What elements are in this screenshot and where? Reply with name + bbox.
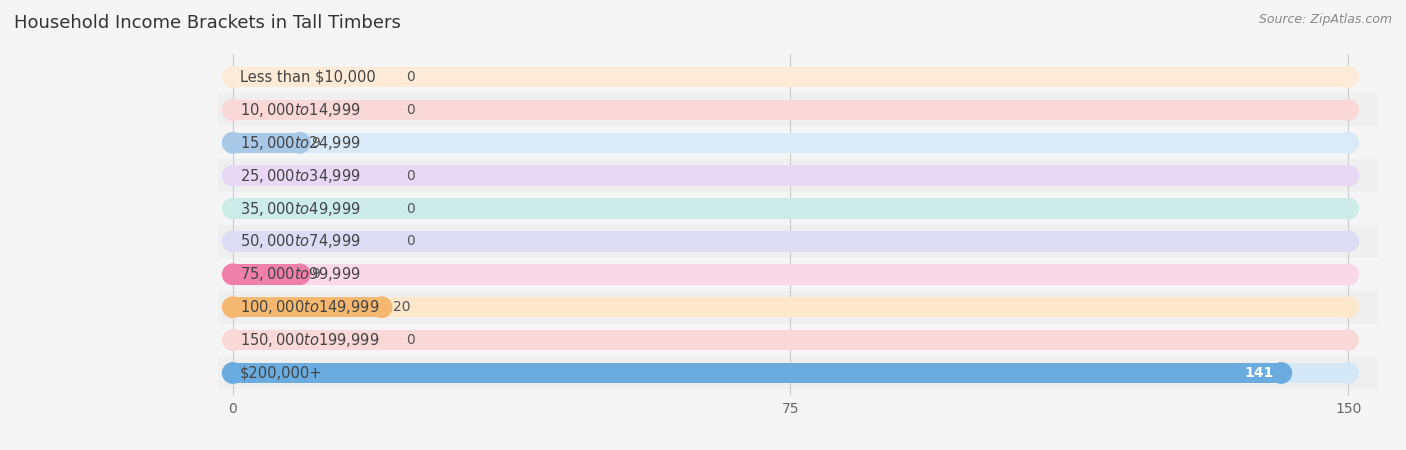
Bar: [218, 159, 1378, 192]
Ellipse shape: [222, 67, 243, 87]
Ellipse shape: [1339, 166, 1358, 186]
Bar: [233, 297, 1348, 317]
Bar: [218, 324, 1378, 356]
Text: 9: 9: [311, 136, 319, 150]
Text: $35,000 to $49,999: $35,000 to $49,999: [240, 199, 361, 217]
Text: Less than $10,000: Less than $10,000: [240, 69, 375, 85]
Bar: [233, 297, 381, 317]
Ellipse shape: [222, 133, 243, 153]
Ellipse shape: [222, 231, 243, 252]
Ellipse shape: [222, 133, 243, 153]
Bar: [218, 291, 1378, 324]
Text: $75,000 to $99,999: $75,000 to $99,999: [240, 266, 361, 284]
Text: $150,000 to $199,999: $150,000 to $199,999: [240, 331, 380, 349]
Ellipse shape: [1339, 133, 1358, 153]
Bar: [218, 61, 1378, 94]
Bar: [233, 231, 1348, 252]
Text: Household Income Brackets in Tall Timbers: Household Income Brackets in Tall Timber…: [14, 14, 401, 32]
Text: 0: 0: [406, 202, 415, 216]
Bar: [218, 225, 1378, 258]
Ellipse shape: [1339, 100, 1358, 120]
Text: 0: 0: [406, 70, 415, 84]
Ellipse shape: [222, 166, 243, 186]
Ellipse shape: [371, 297, 392, 317]
Text: $100,000 to $149,999: $100,000 to $149,999: [240, 298, 380, 316]
Bar: [233, 264, 1348, 284]
Ellipse shape: [222, 330, 243, 350]
Bar: [218, 258, 1378, 291]
Text: 0: 0: [406, 169, 415, 183]
Bar: [233, 363, 1281, 383]
Ellipse shape: [290, 133, 309, 153]
Text: Source: ZipAtlas.com: Source: ZipAtlas.com: [1258, 14, 1392, 27]
Ellipse shape: [222, 297, 243, 317]
Text: 20: 20: [392, 300, 411, 314]
Ellipse shape: [1271, 363, 1292, 383]
Bar: [233, 363, 1348, 383]
Bar: [233, 133, 299, 153]
Bar: [233, 133, 1348, 153]
Ellipse shape: [290, 264, 309, 284]
Text: 0: 0: [406, 234, 415, 248]
Ellipse shape: [1339, 67, 1358, 87]
Bar: [233, 166, 1348, 186]
Text: $50,000 to $74,999: $50,000 to $74,999: [240, 233, 361, 251]
Ellipse shape: [222, 198, 243, 219]
Bar: [218, 126, 1378, 159]
Ellipse shape: [222, 264, 243, 284]
Text: 0: 0: [406, 333, 415, 347]
Ellipse shape: [1339, 198, 1358, 219]
Ellipse shape: [222, 264, 243, 284]
Bar: [218, 192, 1378, 225]
Bar: [218, 94, 1378, 126]
Text: $15,000 to $24,999: $15,000 to $24,999: [240, 134, 361, 152]
Ellipse shape: [222, 297, 243, 317]
Ellipse shape: [1339, 330, 1358, 350]
Ellipse shape: [1339, 297, 1358, 317]
Bar: [233, 67, 1348, 87]
Text: $10,000 to $14,999: $10,000 to $14,999: [240, 101, 361, 119]
Text: 9: 9: [311, 267, 319, 281]
Ellipse shape: [222, 363, 243, 383]
Text: $200,000+: $200,000+: [240, 365, 322, 381]
Ellipse shape: [1339, 231, 1358, 252]
Bar: [218, 356, 1378, 389]
Ellipse shape: [1339, 363, 1358, 383]
Bar: [233, 330, 1348, 350]
Ellipse shape: [222, 363, 243, 383]
Bar: [233, 100, 1348, 120]
Ellipse shape: [1339, 264, 1358, 284]
Bar: [233, 264, 299, 284]
Ellipse shape: [222, 100, 243, 120]
Text: 0: 0: [406, 103, 415, 117]
Bar: [233, 198, 1348, 219]
Text: 141: 141: [1244, 366, 1274, 380]
Text: $25,000 to $34,999: $25,000 to $34,999: [240, 166, 361, 184]
